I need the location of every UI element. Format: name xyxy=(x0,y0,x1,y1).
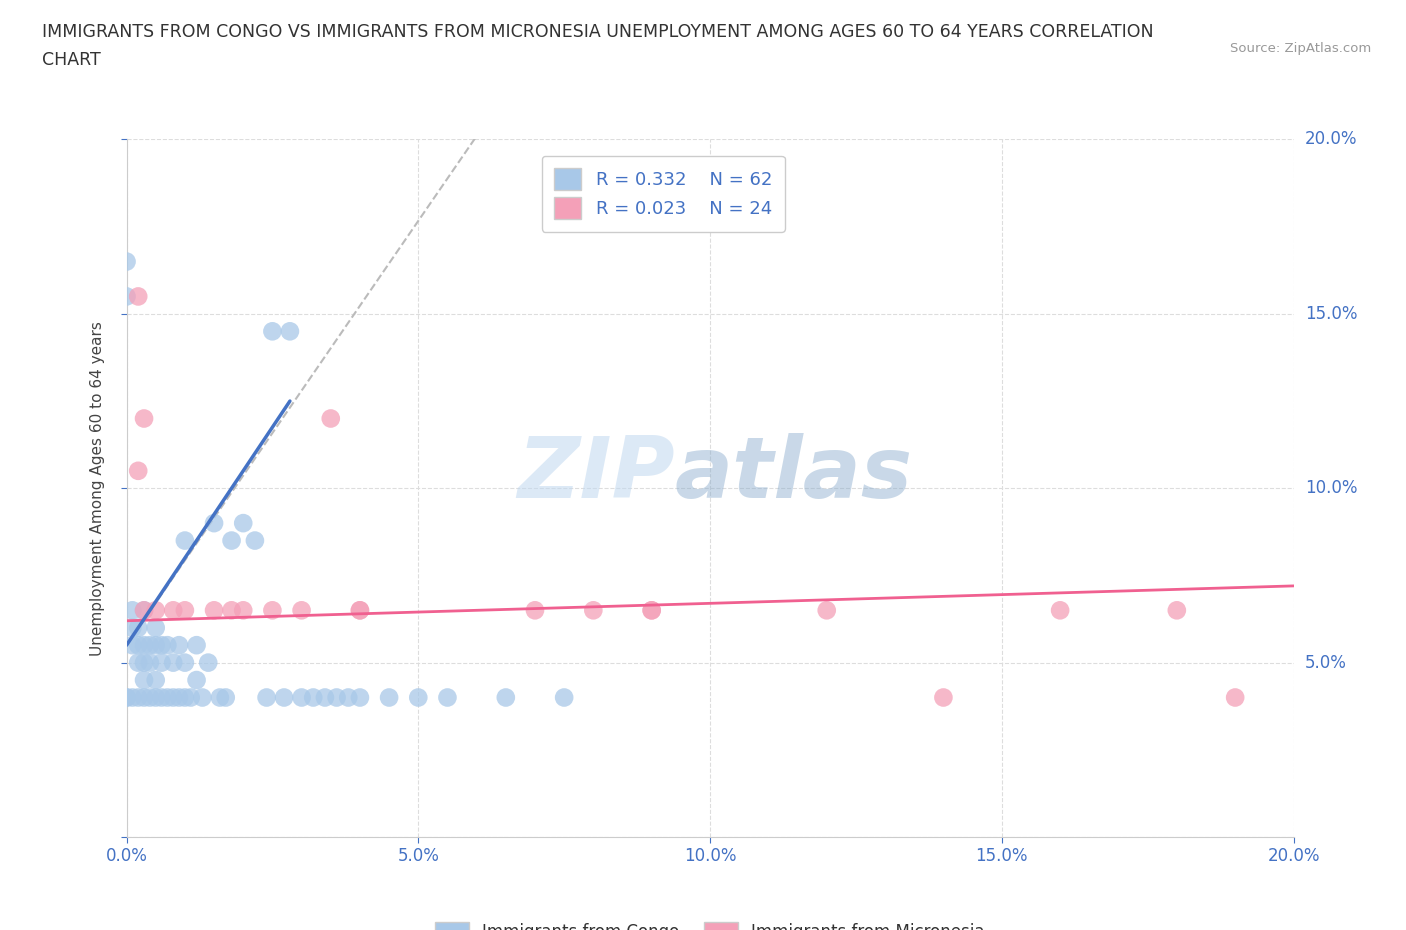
Point xyxy=(186,638,208,653)
Point xyxy=(262,603,284,618)
Point xyxy=(1166,603,1188,618)
Point xyxy=(121,690,143,705)
Point xyxy=(156,638,179,653)
Point xyxy=(524,603,547,618)
Point xyxy=(132,603,155,618)
Point xyxy=(221,603,243,618)
Text: 5.0%: 5.0% xyxy=(1305,654,1347,671)
Point xyxy=(232,515,254,530)
Point xyxy=(186,672,208,687)
Point xyxy=(349,603,371,618)
Point xyxy=(202,603,225,618)
Point xyxy=(208,690,231,705)
Point xyxy=(232,603,254,618)
Point xyxy=(191,690,214,705)
Point xyxy=(132,690,155,705)
Point xyxy=(815,603,838,618)
Point xyxy=(145,620,167,635)
Point xyxy=(132,638,155,653)
Point xyxy=(121,638,143,653)
Point xyxy=(495,690,517,705)
Point xyxy=(145,690,167,705)
Point xyxy=(132,672,155,687)
Point xyxy=(278,324,301,339)
Point xyxy=(180,690,202,705)
Point xyxy=(127,289,149,304)
Point xyxy=(139,638,162,653)
Point xyxy=(156,690,179,705)
Point xyxy=(262,324,284,339)
Text: 20.0%: 20.0% xyxy=(1305,130,1358,149)
Point xyxy=(127,620,149,635)
Point xyxy=(349,603,371,618)
Point xyxy=(174,603,197,618)
Y-axis label: Unemployment Among Ages 60 to 64 years: Unemployment Among Ages 60 to 64 years xyxy=(90,321,105,656)
Point xyxy=(408,690,430,705)
Point xyxy=(302,690,325,705)
Legend: Immigrants from Congo, Immigrants from Micronesia: Immigrants from Congo, Immigrants from M… xyxy=(429,915,991,930)
Point xyxy=(115,254,138,269)
Point xyxy=(314,690,336,705)
Point xyxy=(115,690,138,705)
Point xyxy=(145,603,167,618)
Point xyxy=(215,690,238,705)
Point xyxy=(553,690,575,705)
Point xyxy=(145,638,167,653)
Point xyxy=(640,603,664,618)
Point xyxy=(436,690,458,705)
Point xyxy=(202,515,225,530)
Point xyxy=(273,690,295,705)
Text: Source: ZipAtlas.com: Source: ZipAtlas.com xyxy=(1230,42,1371,55)
Point xyxy=(145,672,167,687)
Point xyxy=(139,690,162,705)
Point xyxy=(378,690,401,705)
Point xyxy=(1049,603,1071,618)
Point xyxy=(167,690,190,705)
Point xyxy=(132,411,155,426)
Point xyxy=(243,533,266,548)
Point xyxy=(337,690,360,705)
Point xyxy=(319,411,342,426)
Point xyxy=(640,603,664,618)
Point xyxy=(127,638,149,653)
Text: 15.0%: 15.0% xyxy=(1305,305,1358,323)
Point xyxy=(197,655,219,670)
Point xyxy=(127,463,149,478)
Point xyxy=(290,603,312,618)
Text: atlas: atlas xyxy=(675,432,912,516)
Point xyxy=(162,603,184,618)
Point xyxy=(139,655,162,670)
Point xyxy=(127,655,149,670)
Point xyxy=(290,690,312,705)
Point xyxy=(115,289,138,304)
Point xyxy=(162,690,184,705)
Point xyxy=(127,690,149,705)
Point xyxy=(325,690,347,705)
Point xyxy=(132,655,155,670)
Point xyxy=(582,603,605,618)
Text: CHART: CHART xyxy=(42,51,101,69)
Point xyxy=(221,533,243,548)
Point xyxy=(174,533,197,548)
Text: IMMIGRANTS FROM CONGO VS IMMIGRANTS FROM MICRONESIA UNEMPLOYMENT AMONG AGES 60 T: IMMIGRANTS FROM CONGO VS IMMIGRANTS FROM… xyxy=(42,23,1154,41)
Point xyxy=(162,655,184,670)
Point xyxy=(932,690,955,705)
Text: 10.0%: 10.0% xyxy=(1305,479,1358,498)
Point xyxy=(121,603,143,618)
Point xyxy=(167,638,190,653)
Point xyxy=(150,655,173,670)
Point xyxy=(174,655,197,670)
Text: ZIP: ZIP xyxy=(517,432,675,516)
Point xyxy=(174,690,197,705)
Point xyxy=(121,620,143,635)
Point xyxy=(150,690,173,705)
Point xyxy=(256,690,278,705)
Point xyxy=(115,690,138,705)
Point xyxy=(132,603,155,618)
Point xyxy=(349,690,371,705)
Point xyxy=(150,638,173,653)
Point xyxy=(1223,690,1246,705)
